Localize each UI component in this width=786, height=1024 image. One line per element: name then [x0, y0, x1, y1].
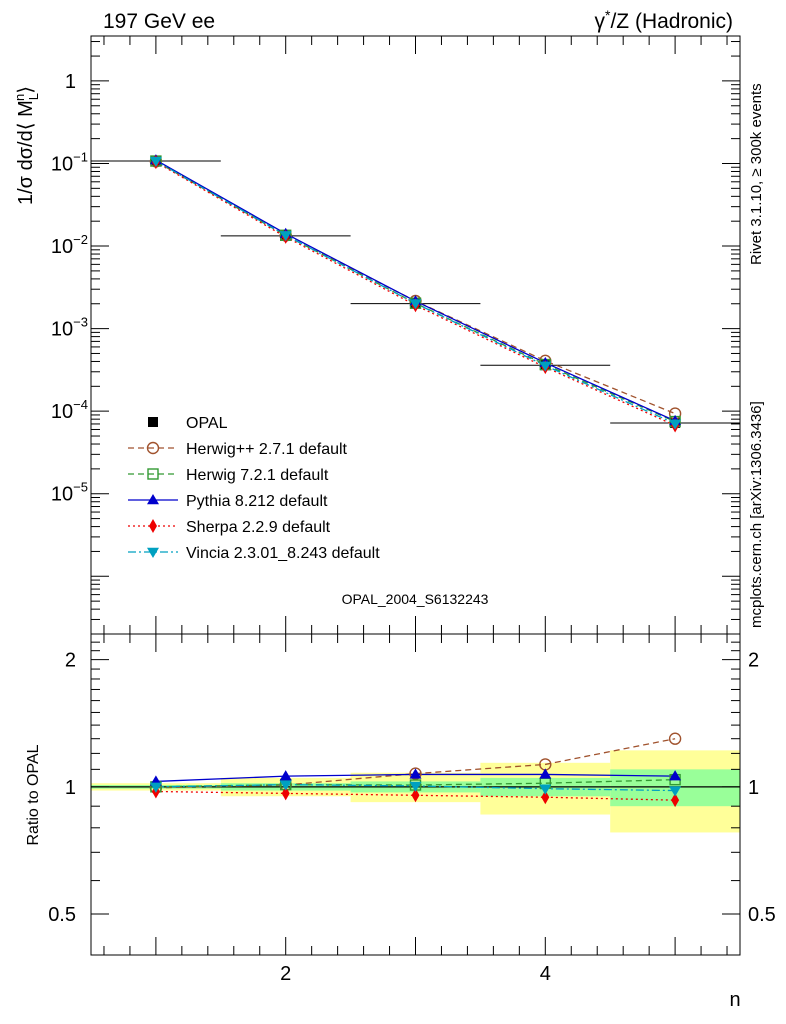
legend-marker	[147, 468, 159, 480]
ratio-y-tick-label-right: 0.5	[748, 904, 776, 926]
ratio-series-marker	[669, 770, 682, 781]
ratio-series-marker	[541, 790, 550, 805]
ratio-series-marker	[671, 793, 680, 808]
legend-label: Herwig 7.2.1 default	[186, 467, 329, 484]
ratio-series-line	[155, 779, 676, 788]
ratio-y-tick-label-right: 1	[748, 777, 759, 799]
y-tick-label: 10−3	[51, 315, 88, 341]
ratio-series-marker	[668, 732, 682, 745]
x-tick-label: 2	[280, 963, 291, 985]
legend-marker	[147, 547, 159, 558]
series-marker	[669, 419, 682, 430]
rivet-label: Rivet 3.1.10, ≥ 300k events	[748, 83, 765, 265]
series-marker	[149, 156, 162, 168]
y-tick-label: 10−4	[51, 397, 88, 423]
energy-title: 197 GeV ee	[103, 10, 215, 33]
legend-marker	[148, 417, 158, 427]
legend-marker	[146, 441, 160, 455]
main-x-ticks	[103, 36, 728, 634]
ratio-series-marker	[279, 770, 292, 781]
ratio-series-marker	[279, 780, 292, 791]
ratio-series-marker	[281, 786, 290, 801]
main-series-markers	[149, 154, 682, 433]
main-series-lines	[155, 159, 676, 427]
legend-label: OPAL	[186, 415, 228, 432]
ratio-series-marker	[409, 781, 422, 792]
series-line	[155, 160, 676, 415]
ratio-series-markers	[149, 732, 682, 808]
main-y-axis-label: 1/σ dσ/d⟨ MLn⟩	[12, 86, 41, 205]
ratio-series-marker	[149, 782, 162, 793]
series-marker	[279, 231, 292, 242]
analysis-label: OPAL_2004_S6132243	[342, 591, 489, 607]
legend-label: Vincia 2.3.01_8.243 default	[186, 545, 380, 562]
main-y-ticks: 1 10−1 10−2 10−3 10−4 10−5	[51, 41, 740, 635]
process-title: γ*/Z (Hadronic)	[595, 7, 733, 33]
legend: OPAL Herwig++ 2.7.1 default Herwig 7.2.1 d…	[128, 415, 380, 562]
legend-marker	[147, 494, 159, 505]
x-tick-label: 4	[540, 963, 551, 985]
series-marker	[539, 361, 552, 372]
legend-marker	[149, 519, 157, 533]
ratio-y-axis-label: Ratio to OPAL	[25, 744, 42, 845]
series-line	[155, 160, 676, 425]
ratio-series-marker	[539, 768, 552, 779]
x-axis-label: n	[729, 989, 740, 1011]
y-tick-label: 10−2	[51, 232, 88, 258]
ratio-series-line	[155, 790, 676, 801]
y-tick-label: 10−5	[51, 480, 88, 506]
main-error-bands	[91, 160, 740, 424]
ratio-y-tick-label-right: 2	[748, 650, 759, 672]
legend-label: Herwig++ 2.7.1 default	[186, 441, 348, 458]
ratio-ticks: 2 4 0.5 0.5 1 1 2 2	[48, 634, 776, 985]
y-tick-label: 1	[65, 71, 76, 93]
series-marker	[409, 299, 422, 310]
ratio-series-marker	[539, 784, 552, 795]
ratio-series-marker	[409, 767, 422, 780]
ratio-y-tick-label: 0.5	[48, 904, 76, 926]
ratio-y-tick-label: 2	[65, 650, 76, 672]
ratio-series-marker	[669, 786, 682, 797]
ratio-y-tick-label: 1	[65, 777, 76, 799]
y-tick-label: 10−1	[51, 149, 88, 175]
ratio-series-marker	[409, 768, 422, 779]
ratio-series-marker	[411, 788, 420, 803]
legend-label: Pythia 8.212 default	[186, 493, 328, 510]
mcplots-label: mcplots.cern.ch [arXiv:1306.3436]	[748, 401, 765, 628]
legend-label: Sherpa 2.2.9 default	[186, 519, 331, 536]
